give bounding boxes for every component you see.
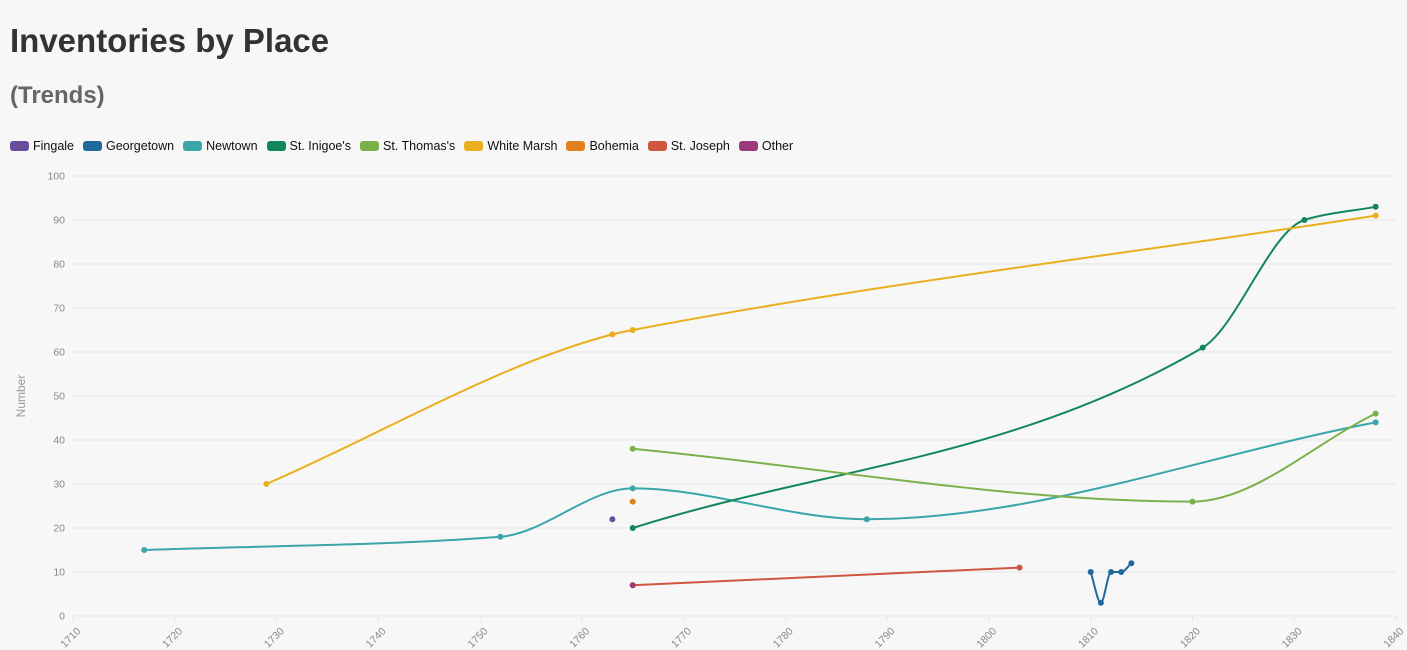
x-tick-label: 1710 xyxy=(58,625,83,650)
data-point-white-marsh[interactable] xyxy=(1372,212,1379,219)
y-tick-label: 50 xyxy=(53,391,65,403)
legend-item-newtown[interactable]: Newtown xyxy=(183,139,258,153)
legend-label: Bohemia xyxy=(589,139,639,153)
series-line-st-joseph xyxy=(632,566,1020,587)
series-bohemia xyxy=(629,498,636,505)
series-newtown xyxy=(141,419,1379,553)
legend-label: St. Inigoe's xyxy=(289,139,351,153)
data-point-georgetown[interactable] xyxy=(1087,569,1094,575)
data-point-st-inigoe-s[interactable] xyxy=(629,525,636,531)
x-tick-label: 1820 xyxy=(1178,625,1203,650)
series-fingale xyxy=(609,516,616,523)
data-point-newtown[interactable] xyxy=(141,547,148,553)
legend-item-bohemia[interactable]: Bohemia xyxy=(566,139,639,153)
y-axis-label: Number xyxy=(14,375,28,418)
axis-layer: 0 10 20 30 40 50 60 70 80 90 100 1710 1720 1730 1740 17… xyxy=(47,171,1406,650)
data-point-st-thomas-s[interactable] xyxy=(629,445,636,452)
y-tick-label: 40 xyxy=(53,435,65,447)
data-point-st-thomas-s[interactable] xyxy=(1189,498,1196,505)
y-tick-label: 20 xyxy=(53,523,65,535)
data-point-st-inigoe-s[interactable] xyxy=(1372,203,1379,210)
x-tick-label: 1810 xyxy=(1076,625,1101,650)
x-tick-label: 1800 xyxy=(974,625,999,650)
legend-label: Georgetown xyxy=(106,139,175,153)
data-point-georgetown[interactable] xyxy=(1128,560,1135,567)
x-tick-label: 1840 xyxy=(1381,625,1406,650)
y-tick-label: 70 xyxy=(53,303,65,315)
data-point-st-inigoe-s[interactable] xyxy=(1199,344,1206,351)
y-tick-label: 0 xyxy=(59,611,65,623)
series-st-inigoe-s xyxy=(629,203,1379,531)
series-line-newtown xyxy=(144,421,1376,551)
series-layer xyxy=(141,203,1379,606)
legend-label: St. Joseph xyxy=(670,139,730,153)
legend-swatch xyxy=(359,141,379,151)
legend-item-fingale[interactable]: Fingale xyxy=(10,139,74,153)
data-point-newtown[interactable] xyxy=(629,485,636,492)
data-point-bohemia[interactable] xyxy=(629,498,636,505)
legend-swatch xyxy=(10,141,29,151)
data-point-st-thomas-s[interactable] xyxy=(1372,410,1379,417)
data-point-newtown[interactable] xyxy=(1372,419,1379,426)
x-tick-label: 1740 xyxy=(364,625,389,650)
chart-legend: Fingale Georgetown Newtown St. Inigoe's St. … xyxy=(10,139,802,153)
data-point-white-marsh[interactable] xyxy=(263,481,270,487)
data-point-newtown[interactable] xyxy=(863,516,870,523)
x-tick-label: 1750 xyxy=(465,625,490,650)
legend-swatch xyxy=(738,141,758,151)
legend-swatch xyxy=(183,141,203,151)
y-tick-label: 10 xyxy=(53,567,65,579)
data-point-st-joseph[interactable] xyxy=(1016,564,1023,571)
legend-label: St. Thomas's xyxy=(382,139,456,153)
legend-label: Fingale xyxy=(33,139,74,153)
y-tick-label: 90 xyxy=(53,215,65,227)
legend-label: Other xyxy=(761,139,794,153)
series-line-st-thomas-s xyxy=(632,412,1377,503)
x-tick-label: 1770 xyxy=(669,625,694,650)
page-title: Inventories by Place xyxy=(10,22,330,59)
legend-item-white-marsh[interactable]: White Marsh xyxy=(464,139,557,153)
legend-swatch xyxy=(566,141,586,151)
data-point-white-marsh[interactable] xyxy=(609,331,616,338)
data-point-georgetown[interactable] xyxy=(1097,599,1104,606)
data-point-st-inigoe-s[interactable] xyxy=(1301,217,1308,223)
data-point-fingale[interactable] xyxy=(609,516,616,523)
legend-item-st-inigoe-s[interactable]: St. Inigoe's xyxy=(266,139,351,153)
legend-item-st-joseph[interactable]: St. Joseph xyxy=(647,139,730,153)
y-tick-label: 30 xyxy=(53,479,65,491)
series-georgetown xyxy=(1087,560,1135,606)
x-tick-label: 1780 xyxy=(771,625,796,650)
legend-label: White Marsh xyxy=(487,139,558,153)
legend-swatch xyxy=(647,141,667,151)
y-tick-label: 80 xyxy=(53,259,65,271)
legend-item-georgetown[interactable]: Georgetown xyxy=(83,139,174,153)
data-point-georgetown[interactable] xyxy=(1108,569,1115,575)
legend-item-other[interactable]: Other xyxy=(738,139,794,153)
data-point-white-marsh[interactable] xyxy=(629,327,636,333)
series-line-white-marsh xyxy=(265,214,1376,485)
y-tick-label: 60 xyxy=(53,347,65,359)
x-tick-label: 1760 xyxy=(567,625,592,650)
data-point-newtown[interactable] xyxy=(497,533,504,540)
grid-layer xyxy=(72,175,1397,621)
x-tick-label: 1730 xyxy=(262,625,287,650)
series-st-joseph xyxy=(629,564,1023,589)
series-st-thomas-s xyxy=(629,410,1379,505)
series-white-marsh xyxy=(263,212,1379,487)
x-tick-label: 1720 xyxy=(160,625,185,650)
series-other xyxy=(629,582,636,589)
legend-label: Newtown xyxy=(206,139,258,153)
legend-swatch xyxy=(83,141,102,151)
page-subtitle: (Trends) xyxy=(10,82,105,109)
data-point-other[interactable] xyxy=(629,582,636,589)
data-point-georgetown[interactable] xyxy=(1118,569,1125,575)
x-tick-label: 1790 xyxy=(873,625,898,650)
legend-swatch xyxy=(266,141,286,151)
legend-swatch xyxy=(464,141,484,151)
legend-item-st-thomas-s[interactable]: St. Thomas's xyxy=(359,139,456,153)
y-tick-label: 100 xyxy=(47,171,65,183)
x-tick-label: 1830 xyxy=(1280,625,1305,650)
